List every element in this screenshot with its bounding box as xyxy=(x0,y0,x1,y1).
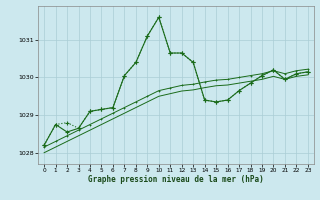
X-axis label: Graphe pression niveau de la mer (hPa): Graphe pression niveau de la mer (hPa) xyxy=(88,175,264,184)
